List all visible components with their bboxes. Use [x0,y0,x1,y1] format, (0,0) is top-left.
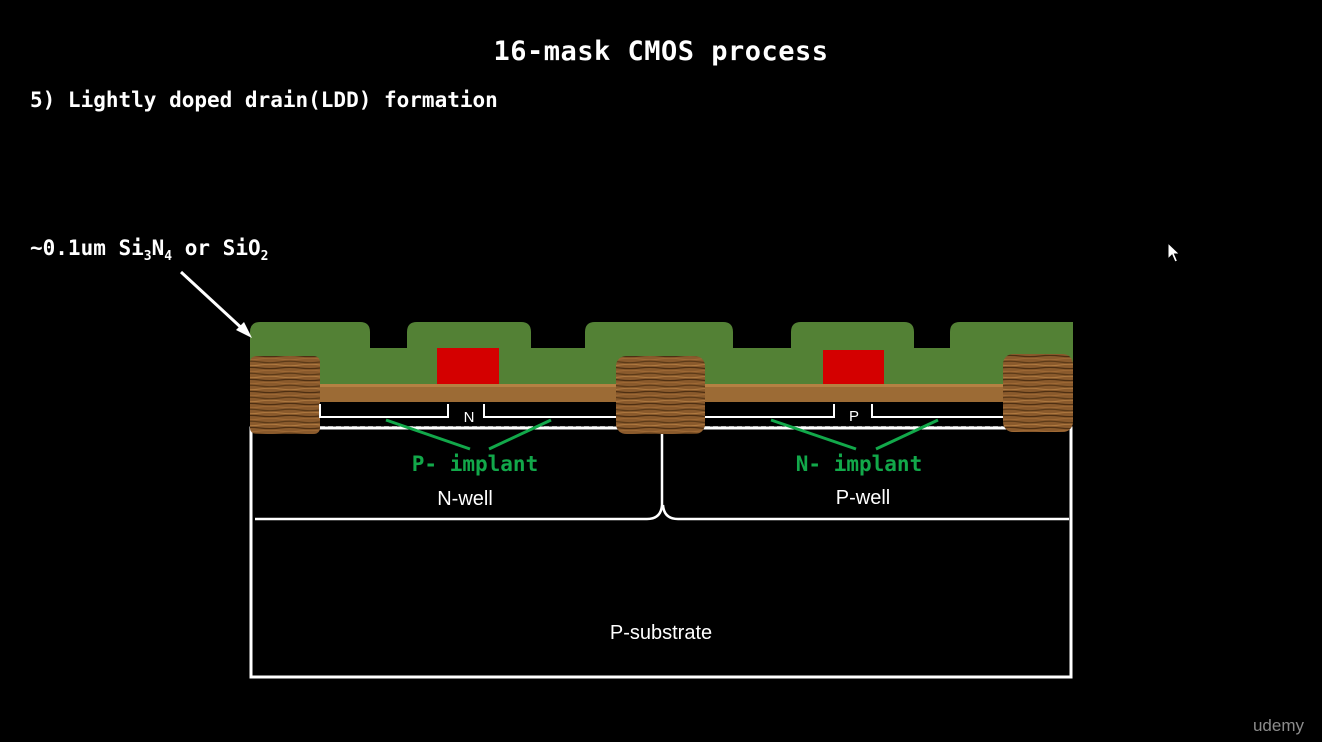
gate-left-label: N [464,409,475,426]
p-substrate-label: P-substrate [610,622,712,644]
ldd-right-a [705,404,835,418]
ldd-right-b [871,404,1003,418]
p-well-label: P-well [836,487,890,509]
layer-label-sub-3: 2 [260,249,269,264]
slide-title: 16-mask CMOS process [493,36,829,67]
n-minus-implant-label: N- implant [796,452,922,476]
layer-label-sub-2: 4 [164,249,173,264]
field-oxide-left [250,356,320,434]
field-oxide-right [1003,354,1073,432]
mouse-pointer-icon [1167,242,1181,263]
gate-right-label: P [849,408,859,425]
udemy-watermark: udemy [1252,716,1304,735]
gate-left [437,348,499,384]
implant-pointer-left-2 [488,418,552,451]
implant-pointer-left-1 [385,418,471,451]
layer-label-sub-1: 3 [143,249,152,264]
layer-label-prefix: ~0.1um Si [30,236,144,260]
layer-thickness-label: ~0.1um Si3N4 or SiO2 [30,236,268,264]
layer-pointer-arrowhead [236,322,252,338]
layer-pointer-arrow [179,270,249,335]
p-minus-implant-label: P- implant [412,452,538,476]
implant-pointer-right-1 [770,418,857,451]
implant-pointer-right-2 [875,418,939,451]
ldd-left-a [319,404,449,418]
ldd-left-b [483,404,616,418]
step-heading: 5) Lightly doped drain(LDD) formation [30,88,498,112]
layer-label-mid-1: N [151,236,165,260]
n-well-label: N-well [437,488,493,510]
n-well-boundary [255,432,664,521]
gate-right [823,350,884,384]
field-oxide-center [616,356,705,434]
p-well-boundary [661,504,1069,521]
layer-label-mid-2: or SiO [172,236,261,260]
